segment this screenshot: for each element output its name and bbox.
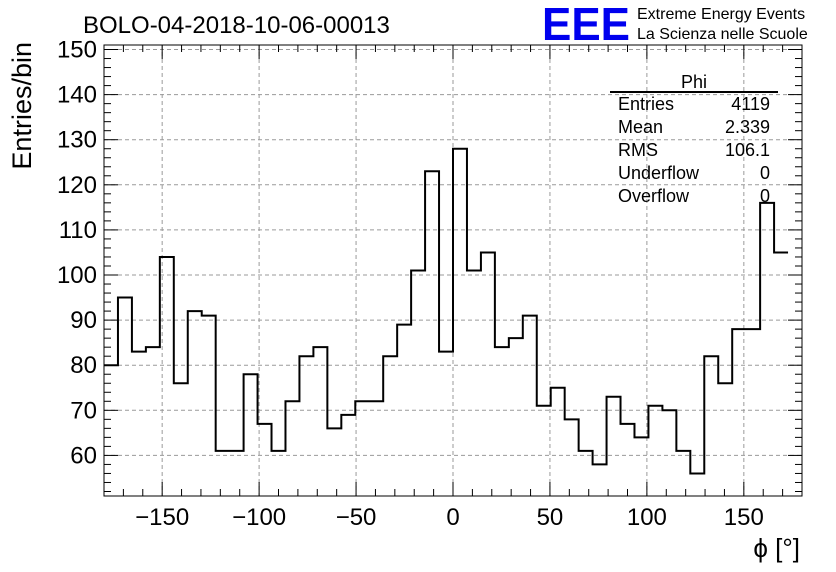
y-tick-label: 130	[57, 127, 97, 154]
stats-value: 106.1	[725, 140, 770, 160]
logo-letters: EEE	[542, 0, 630, 50]
histogram-line	[104, 147, 789, 475]
stats-value: 4119	[731, 94, 770, 114]
stats-label: Overflow	[618, 186, 690, 206]
plot-area: −150 −100 −50 0 50 100 150 60 70 80 90 100 110 120 13…	[57, 37, 803, 531]
x-tick-label: −150	[135, 504, 189, 531]
x-tick-labels: −150 −100 −50 0 50 100 150	[135, 504, 764, 531]
stats-rows: Entries 4119 Mean 2.339 RMS 106.1 Underflow 0 Ov…	[618, 94, 770, 206]
logo-line-1: Extreme Energy Events	[637, 6, 805, 23]
y-tick-label: 140	[57, 82, 97, 109]
y-axis-title: Entries/bin	[7, 42, 37, 170]
y-tick-label: 60	[70, 442, 97, 469]
y-tick-label: 100	[57, 262, 97, 289]
x-tick-label: −100	[232, 504, 286, 531]
y-tick-label: 70	[70, 397, 97, 424]
logo-line-2: La Scienza nelle Scuole	[637, 26, 808, 43]
eee-logo: EEE Extreme Energy Events La Scienza nel…	[542, 0, 808, 50]
x-tick-label: 100	[627, 504, 667, 531]
x-axis-title: ϕ [°]	[753, 533, 800, 563]
stats-value: 0	[760, 163, 770, 183]
stats-box: Phi Entries 4119 Mean 2.339 RMS 106.1 Underflo…	[610, 72, 778, 206]
chart-title: BOLO-04-2018-10-06-00013	[83, 12, 390, 39]
y-tick-labels: 60 70 80 90 100 110 120 130 140 150	[57, 37, 97, 470]
stats-label: Underflow	[618, 163, 700, 183]
x-tick-label: −50	[336, 504, 377, 531]
axis-ticks	[103, 45, 803, 496]
stats-label: RMS	[618, 140, 658, 160]
stats-label: Mean	[618, 117, 663, 137]
x-tick-label: 0	[446, 504, 459, 531]
stats-value: 0	[760, 186, 770, 206]
y-tick-label: 120	[57, 172, 97, 199]
stats-label: Entries	[618, 94, 674, 114]
y-tick-label: 90	[70, 307, 97, 334]
y-tick-label: 80	[70, 352, 97, 379]
y-tick-label: 150	[57, 37, 97, 64]
x-tick-label: 150	[724, 504, 764, 531]
y-tick-label: 110	[59, 217, 97, 244]
stats-title: Phi	[681, 72, 707, 92]
stats-value: 2.339	[725, 117, 770, 137]
x-tick-label: 50	[537, 504, 564, 531]
